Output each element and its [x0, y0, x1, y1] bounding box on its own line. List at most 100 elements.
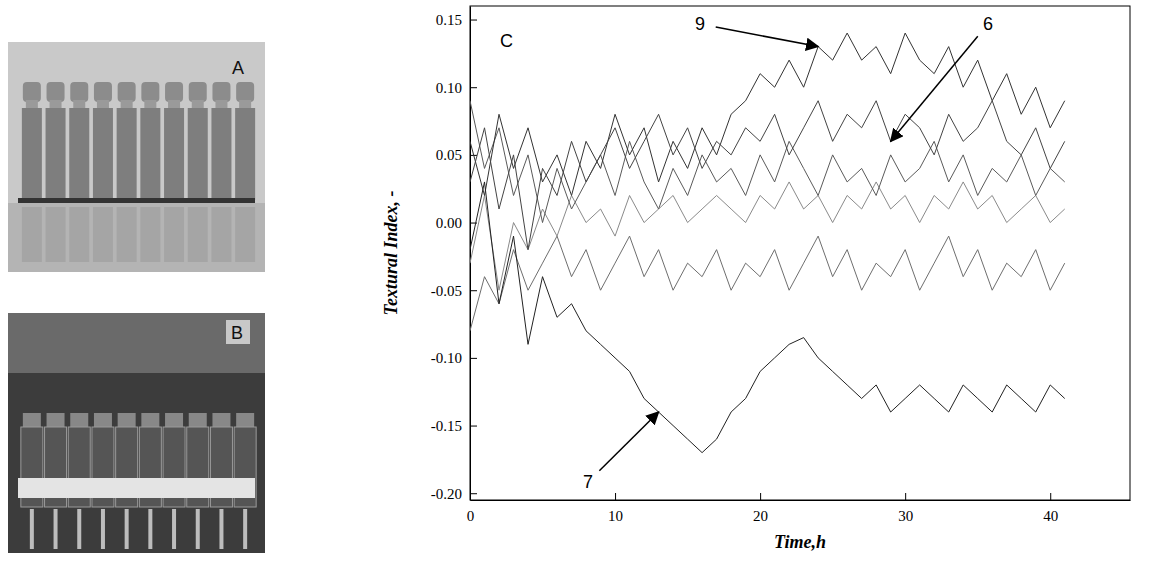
tick-label: 30	[898, 508, 913, 524]
vial-reflection	[235, 207, 255, 262]
photo-foil	[8, 313, 265, 373]
bottle-glare	[219, 509, 223, 549]
vial-body	[117, 108, 137, 200]
annotation-label: 6	[983, 14, 993, 34]
annotation-arrow	[891, 36, 978, 141]
tick-label: 0.10	[436, 80, 462, 96]
vial-cap	[165, 82, 183, 102]
vial-reflection	[117, 207, 137, 262]
label-patch	[979, 12, 997, 34]
photo-a	[8, 42, 265, 272]
vial-body	[211, 108, 231, 200]
tick: 10	[608, 493, 623, 524]
tick-mark	[615, 493, 616, 500]
bottle-glare	[77, 509, 81, 549]
bottle-glare	[196, 509, 200, 549]
figure: A B 0 10 20 30 40 -0.20 -0.15 -0.10 -0.05 0.00 0.05 0…	[0, 0, 1151, 563]
series-line	[470, 182, 1065, 290]
tick-label: 0.00	[436, 215, 462, 231]
tick-mark	[905, 493, 906, 500]
vial-body	[140, 108, 160, 200]
tick-label: -0.05	[431, 283, 462, 299]
letter-patch	[226, 320, 250, 344]
bottle-cap	[70, 413, 88, 427]
vial-cap	[189, 82, 207, 102]
vial-reflection	[140, 207, 160, 262]
photo-ground	[8, 42, 265, 272]
tick-mark	[760, 493, 761, 500]
tick-mark	[470, 493, 477, 494]
vial-cap	[212, 82, 230, 102]
panel-letter: A	[232, 58, 244, 78]
bottle-cap	[141, 413, 159, 427]
tick: 30	[898, 493, 913, 524]
tick-label: 0.05	[436, 147, 462, 163]
vial-body	[69, 108, 89, 200]
vial-body	[188, 108, 208, 200]
lines	[470, 33, 1065, 453]
tick: 0.05	[436, 147, 477, 163]
photo-ground	[8, 313, 265, 553]
photo-b	[8, 313, 265, 553]
photo-shadow	[18, 198, 255, 203]
panel-letter: B	[231, 323, 243, 343]
tick-mark	[470, 358, 477, 359]
tick-mark	[1050, 493, 1051, 500]
tick: 40	[1043, 493, 1058, 524]
vial-body	[46, 108, 66, 200]
bottle-cap	[94, 413, 112, 427]
vial-cap	[47, 82, 65, 102]
vial-body	[235, 108, 255, 200]
tick: 0.15	[436, 12, 477, 28]
bottle-glare	[243, 509, 247, 549]
vial-body	[22, 108, 42, 200]
bottle-cap	[212, 413, 230, 427]
vial-body	[164, 108, 184, 200]
tick-mark	[470, 87, 477, 88]
label-patch	[579, 470, 597, 492]
annotations: 967	[579, 12, 997, 492]
tick-label: -0.15	[431, 418, 462, 434]
vial-reflection	[188, 207, 208, 262]
tick-label: -0.20	[431, 486, 462, 502]
tick-mark	[470, 426, 477, 427]
vial-reflection	[211, 207, 231, 262]
bottle-cap	[47, 413, 65, 427]
x-axis: 0 10 20 30 40	[467, 493, 1131, 524]
vial-cap	[118, 82, 136, 102]
bottle-cap	[189, 413, 207, 427]
tick-label: 0	[467, 508, 475, 524]
plot-frame	[470, 6, 1130, 500]
vial-cap	[94, 82, 112, 102]
x-axis-title: Time,h	[774, 532, 826, 552]
tick: 0.10	[436, 80, 477, 96]
bottle-cap	[165, 413, 183, 427]
tick-label: 0.15	[436, 12, 462, 28]
photo-shade	[8, 203, 265, 272]
tick-label: 20	[753, 508, 768, 524]
vial-reflection	[22, 207, 42, 262]
bottle-liquid	[18, 478, 255, 498]
bottle-glare	[54, 509, 58, 549]
vial-cap	[23, 82, 41, 102]
series-line	[470, 236, 1065, 331]
vial-reflection	[93, 207, 113, 262]
y-axis-title: Textural Index, -	[381, 191, 401, 316]
annotation-arrow	[599, 412, 658, 471]
vial-body	[93, 108, 113, 200]
vial-cap	[141, 82, 159, 102]
bottle-cap	[118, 413, 136, 427]
panel-letter: C	[500, 31, 513, 51]
annotation-label: 7	[583, 472, 593, 492]
tick-label: 10	[608, 508, 623, 524]
series-line	[470, 182, 1065, 453]
tick-label: -0.10	[431, 350, 462, 366]
bottle-glare	[148, 509, 152, 549]
tick-label: 40	[1043, 508, 1058, 524]
label-patch	[691, 12, 709, 34]
vial-reflection	[46, 207, 66, 262]
vial-cap	[70, 82, 88, 102]
vial-reflection	[164, 207, 184, 262]
bottle-glare	[125, 509, 129, 549]
bottle-cap	[23, 413, 41, 427]
